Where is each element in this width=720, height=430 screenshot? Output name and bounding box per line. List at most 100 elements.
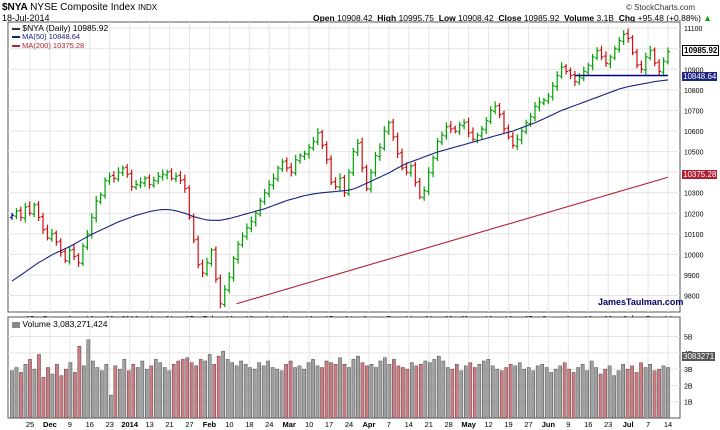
- volume-bar: [91, 360, 95, 419]
- x-tick-label: 7: [387, 314, 391, 323]
- volume-bar: [82, 365, 86, 419]
- x-tick-label: May: [461, 420, 476, 429]
- ohlc-bar: [76, 253, 81, 267]
- stockcharts-watermark[interactable]: © StockCharts.com: [626, 3, 696, 12]
- x-tick-label: Jul: [623, 314, 634, 323]
- x-tick-label: 9: [566, 420, 570, 429]
- ohlc-bar: [169, 168, 174, 181]
- ohlc-bar: [386, 120, 391, 135]
- ohlc-bar: [342, 175, 347, 198]
- volume-bar: [369, 364, 374, 419]
- ma200-legend-text: MA(200) 10375.28: [22, 41, 85, 50]
- ohlc-bar: [519, 128, 524, 145]
- x-tick-label: Feb: [203, 314, 217, 323]
- ohlc-bar: [147, 174, 152, 189]
- ohlc-bar: [253, 210, 258, 227]
- x-tick-label: 23: [106, 420, 114, 429]
- x-tick-label: 9: [566, 314, 570, 323]
- y-tick-label: 10200: [684, 211, 704, 218]
- volume-bar: [230, 362, 234, 419]
- ohlc-bar: [262, 189, 267, 205]
- volume-bar: [212, 364, 216, 419]
- x-tick-label: 19: [504, 314, 512, 323]
- volume-bar: [603, 368, 607, 419]
- volume-bar: [356, 355, 360, 419]
- y-tick-label: 9900: [684, 273, 700, 280]
- legend-ma50: MA(50) 10848.64: [12, 32, 80, 41]
- ohlc-bar: [240, 232, 245, 248]
- volume-bar: [149, 365, 154, 419]
- ohlc-bar: [351, 147, 356, 177]
- ohlc-bar: [156, 171, 161, 185]
- ohlc-bar: [80, 243, 85, 266]
- x-tick-label: 13: [145, 420, 153, 429]
- volume-bar: [131, 364, 136, 419]
- ohlc-bar: [617, 36, 622, 53]
- volume-bar: [257, 362, 261, 419]
- x-tick-label: 27: [524, 420, 532, 429]
- ohlc-bar: [14, 208, 19, 220]
- x-tick-label: 10: [225, 420, 233, 429]
- ohlc-bar: [506, 124, 511, 140]
- ohlc-bar: [67, 245, 72, 265]
- volume-bar: [10, 370, 14, 419]
- low-value: 10908.42: [458, 13, 494, 23]
- volume-bar: [279, 370, 284, 419]
- ohlc-bar: [151, 176, 156, 188]
- volume-bar: [374, 367, 378, 419]
- x-tick-label: Jun: [542, 314, 556, 323]
- volume-bar: [266, 360, 270, 419]
- volume-legend-text: Volume 3,083,271,424: [22, 319, 108, 329]
- volume-bar: [306, 362, 311, 419]
- x-tick-label: 7: [646, 314, 650, 323]
- volume-bar: [526, 367, 531, 419]
- x-tick-label: 21: [425, 314, 433, 323]
- ohlc-bar: [222, 285, 227, 308]
- ohlc-bar: [142, 175, 147, 187]
- volume-bar: [68, 362, 73, 419]
- volume-bar: [580, 364, 585, 419]
- x-tick-label: 7: [646, 420, 650, 429]
- volume-bar: [459, 370, 464, 419]
- ohlc-bar: [244, 223, 249, 240]
- ohlc-bar: [36, 201, 41, 222]
- ohlc-bar: [85, 230, 90, 251]
- ohlc-bar: [568, 67, 573, 80]
- ohlc-bar: [49, 228, 54, 242]
- volume-bar: [140, 360, 145, 419]
- ma50-legend-swatch: [12, 36, 20, 39]
- ohlc-bar: [564, 63, 569, 75]
- x-tick-label: 2014: [121, 314, 139, 323]
- ohlc-bar: [54, 230, 59, 246]
- ohlc-bar: [324, 141, 329, 165]
- ohlc-bar: [182, 174, 187, 193]
- index-name: NYSE Composite Index: [30, 2, 136, 13]
- ohlc-bar: [191, 213, 196, 244]
- volume-bar: [176, 360, 181, 419]
- ohlc-bar: [275, 165, 280, 182]
- ohlc-bar: [338, 173, 342, 192]
- volume-bar: [50, 373, 55, 419]
- volume-bar: [486, 359, 491, 419]
- volume-bar: [293, 367, 297, 419]
- ohlc-bar: [466, 117, 471, 138]
- ohlc-bar: [98, 192, 103, 205]
- x-tick-label: Feb: [203, 420, 217, 429]
- ohlc-bar: [444, 122, 449, 140]
- x-tick-label: 16: [584, 314, 592, 323]
- ohlc-bar: [236, 241, 241, 264]
- ohlc-bar: [586, 62, 591, 76]
- volume-bar: [270, 367, 275, 419]
- ohlc-bar: [72, 244, 77, 261]
- ohlc-bar: [581, 66, 586, 82]
- x-tick-label: 24: [345, 314, 353, 323]
- y-tick-label: 10600: [684, 129, 704, 136]
- volume-bar: [185, 357, 190, 419]
- x-tick-label: 27: [524, 314, 532, 323]
- chg-label: Chg: [618, 13, 636, 23]
- ohlc-bar: [94, 196, 99, 223]
- x-tick-label: 27: [185, 314, 193, 323]
- ohlc-bar: [258, 197, 263, 217]
- x-tick-label: 18: [245, 314, 253, 323]
